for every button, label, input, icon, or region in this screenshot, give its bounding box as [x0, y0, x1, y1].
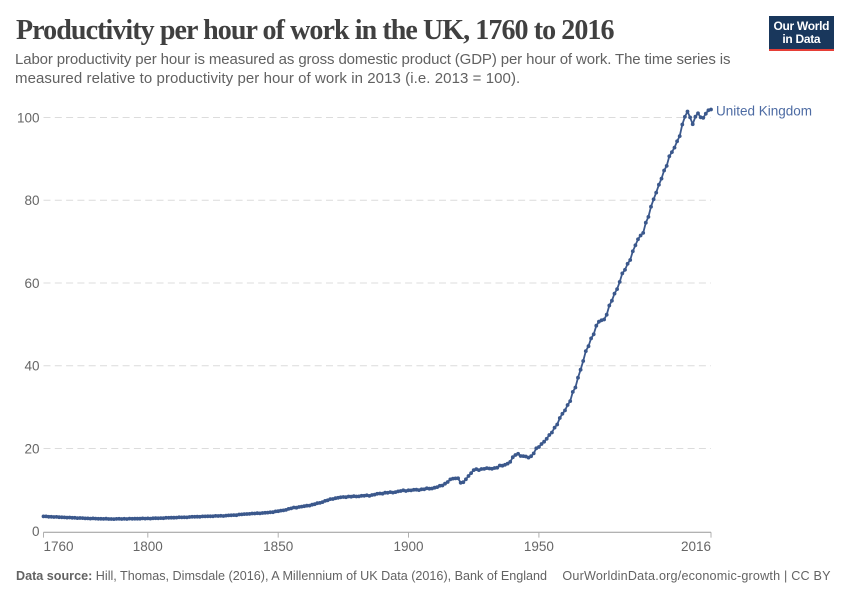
- svg-text:United Kingdom: United Kingdom: [716, 104, 812, 119]
- svg-text:1850: 1850: [263, 539, 293, 554]
- svg-text:80: 80: [24, 193, 39, 208]
- svg-text:2016: 2016: [681, 539, 711, 554]
- svg-text:0: 0: [32, 524, 40, 539]
- svg-text:40: 40: [24, 359, 39, 374]
- svg-text:20: 20: [24, 441, 39, 456]
- svg-text:1760: 1760: [44, 539, 74, 554]
- svg-text:100: 100: [17, 110, 40, 125]
- svg-text:60: 60: [24, 276, 39, 291]
- svg-text:1900: 1900: [393, 539, 423, 554]
- svg-text:1950: 1950: [524, 539, 554, 554]
- svg-text:1800: 1800: [133, 539, 163, 554]
